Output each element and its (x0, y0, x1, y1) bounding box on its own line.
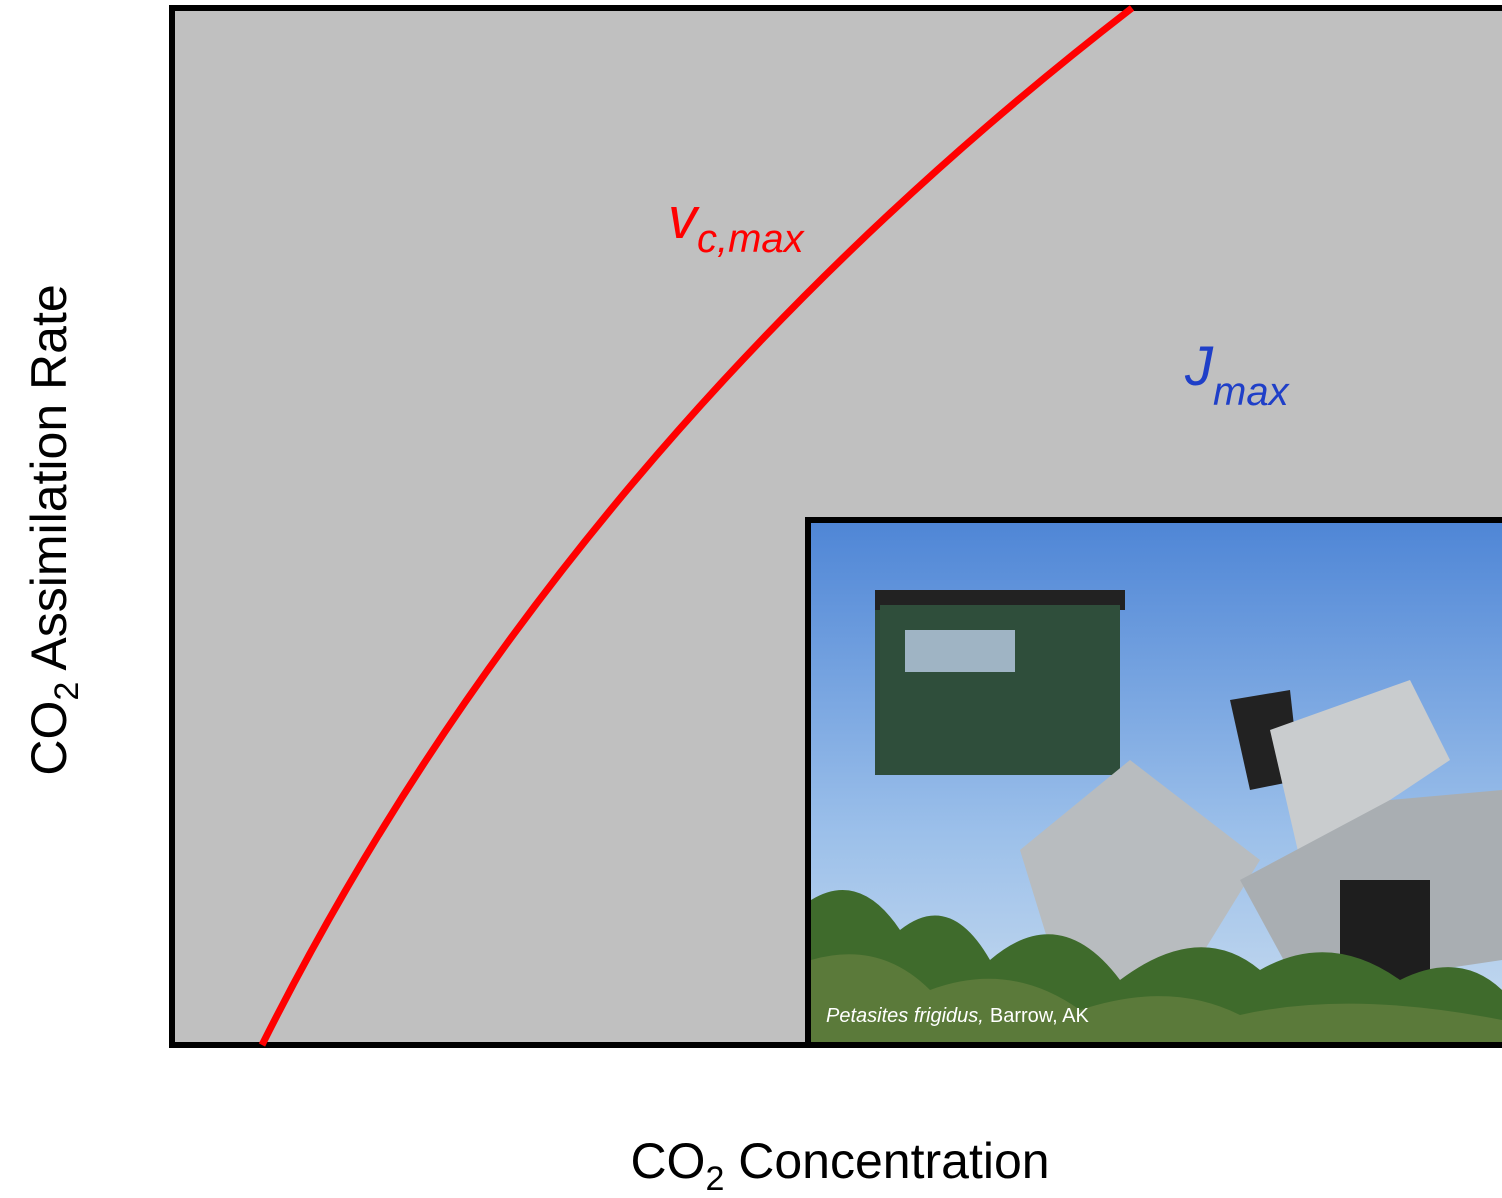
slide: vc,max Jmax Petasites frigidus, Barrow, A… (0, 0, 1502, 1198)
y-axis-label: CO2 Assimilation Rate (21, 284, 86, 775)
text-part: J (1184, 334, 1214, 397)
text-part: CO (21, 701, 77, 776)
text-part: 2 (705, 1160, 724, 1198)
text-part: c,max (697, 217, 806, 261)
text-part: Petasites frigidus, (826, 1005, 984, 1027)
text-part: Barrow, AK (990, 1005, 1090, 1027)
photo-inset: Petasites frigidus, Barrow, AK (808, 520, 1502, 1045)
text-part: max (1213, 370, 1291, 414)
text-part: CO (630, 1133, 705, 1189)
x-axis-label: CO2 Concentration (630, 1133, 1049, 1198)
photo-caption: Petasites frigidus, Barrow, AK (826, 1005, 1089, 1027)
text-part: v (668, 186, 700, 251)
text-part: Concentration (724, 1133, 1049, 1189)
text-part: 2 (48, 682, 86, 701)
text-part: Assimilation Rate (21, 284, 77, 681)
